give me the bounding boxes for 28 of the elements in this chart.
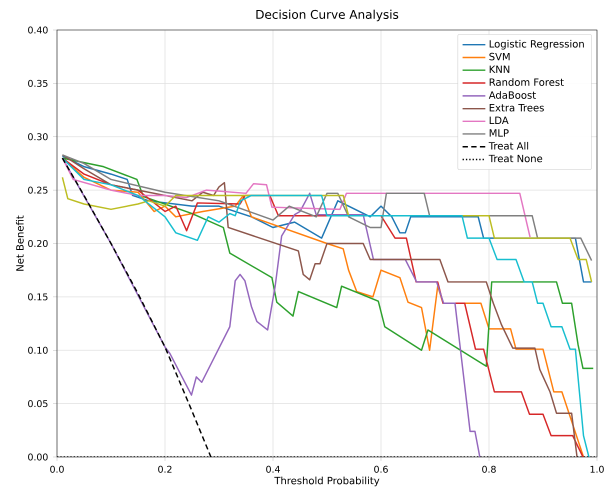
y-tick-label: 0.15 [28,293,48,301]
legend-label: MLP [490,129,509,137]
legend-label: Logistic Regression [490,40,584,50]
y-tick-label: 0.20 [28,240,48,248]
x-axis-title: Threshold Probability [274,476,380,486]
legend-label: Treat None [488,154,542,162]
y-axis-title: Net Benefit [16,216,24,271]
legend-label: Random Forest [490,78,564,86]
legend-label: AdaBoost [488,91,536,99]
y-tick-label: 0.25 [28,186,48,194]
legend-label: LDA [490,116,509,124]
x-tick-label: 0.8 [482,466,496,473]
legend-label: KNN [490,66,510,73]
x-tick-label: 0.4 [266,466,280,473]
y-tick-label: 0.40 [28,26,48,34]
chart-title: Decision Curve Analysis [256,10,398,22]
y-tick-label: 0.05 [28,400,48,408]
legend-label: Extra Trees [490,104,544,112]
y-tick-label: 0.35 [28,80,48,88]
y-tick-label: 0.00 [28,454,48,461]
x-tick-label: 1.0 [590,466,604,473]
legend-label: Treat All [488,142,528,150]
legend-label: SVM [489,52,510,61]
x-tick-label: 0.2 [158,466,172,473]
y-tick-label: 0.10 [28,346,48,354]
x-tick-label: 0.0 [50,466,64,473]
y-tick-label: 0.30 [28,133,48,140]
x-tick-label: 0.6 [374,466,388,473]
